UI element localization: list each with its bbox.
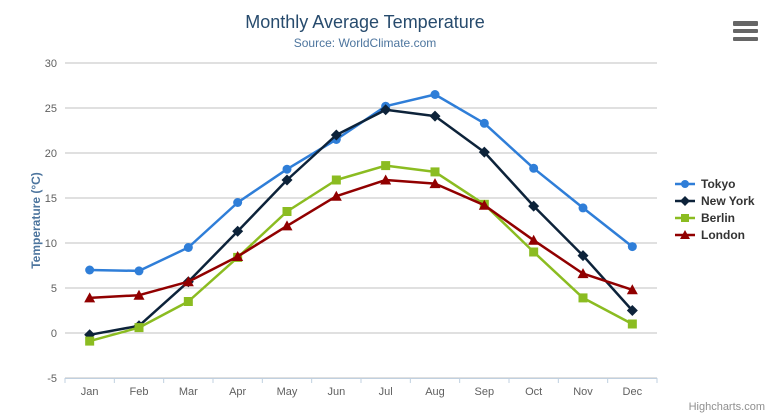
hamburger-bar [733,28,758,34]
legend-label: Berlin [701,210,736,225]
x-tick-label: Aug [425,386,445,398]
x-tick-label: Nov [573,386,593,398]
point-new-york-aug[interactable] [429,110,441,122]
series-line-berlin [88,164,634,343]
point-tokyo-mar[interactable] [183,243,193,252]
y-tick-label: 25 [45,103,57,115]
legend-item-berlin[interactable]: Berlin [674,209,755,226]
legend-label: Tokyo [701,176,736,191]
point-berlin-aug[interactable] [430,167,440,177]
point-london-jul[interactable] [380,174,392,185]
point-tokyo-aug[interactable] [430,90,440,99]
point-london-dec[interactable] [626,284,638,295]
point-new-york-dec[interactable] [626,305,638,316]
legend-symbol-berlin [675,213,695,222]
point-tokyo-jan[interactable] [85,265,95,275]
point-berlin-jun[interactable] [331,175,341,185]
y-tick-label: 30 [45,58,57,70]
x-tick-label: Feb [130,386,149,398]
legend: Tokyo New York Berlin London [674,175,755,243]
legend-label: New York [701,193,755,208]
legend-item-london[interactable]: London [674,226,755,243]
x-tick-label: Jul [379,386,393,398]
point-berlin-may[interactable] [282,207,292,216]
series-line-new-york [88,108,634,337]
point-london-may[interactable] [281,220,293,231]
hamburger-icon [733,21,758,41]
point-berlin-oct[interactable] [529,247,539,257]
legend-item-new-york[interactable]: New York [674,192,755,209]
point-london-jun[interactable] [330,190,342,201]
point-berlin-mar[interactable] [183,297,193,306]
point-new-york-sep[interactable] [478,146,490,158]
square-marker-icon [681,213,689,222]
legend-label: London [701,227,745,242]
series-line-tokyo [88,93,634,273]
x-tick-label: Mar [179,386,198,398]
point-berlin-jan[interactable] [85,336,95,346]
point-new-york-jun[interactable] [330,129,342,141]
circle-marker-icon [681,179,689,188]
point-tokyo-may[interactable] [282,164,292,174]
y-axis-title: Temperature (°C) [29,172,43,269]
point-london-mar[interactable] [182,276,194,287]
point-london-nov[interactable] [577,268,589,279]
point-berlin-jul[interactable] [381,161,391,171]
y-tick-label: 10 [45,238,57,250]
x-tick-label: Sep [475,386,495,398]
point-london-aug[interactable] [429,178,441,189]
chart-subtitle: Source: WorldClimate.com [293,36,437,50]
x-tick-label: Dec [623,386,643,398]
point-tokyo-sep[interactable] [479,118,489,128]
hamburger-bar [733,36,758,41]
point-tokyo-oct[interactable] [529,163,539,173]
chart-title: Monthly Average Temperature [245,12,485,32]
point-london-apr[interactable] [232,251,244,261]
point-new-york-jul[interactable] [380,104,392,116]
point-london-oct[interactable] [528,234,540,245]
diamond-marker-icon [680,195,690,206]
point-tokyo-apr[interactable] [233,198,243,207]
y-tick-label: 5 [51,283,57,295]
x-tick-label: May [277,386,298,398]
point-tokyo-dec[interactable] [627,242,637,252]
legend-symbol-london [675,229,695,239]
hamburger-bar [733,21,758,26]
y-tick-label: 20 [45,148,57,160]
legend-symbol-tokyo [675,179,695,188]
point-new-york-nov[interactable] [577,250,589,262]
y-tick-label: 0 [51,328,57,340]
point-london-sep[interactable] [478,199,490,210]
point-new-york-may[interactable] [281,174,293,186]
x-tick-label: Jan [81,386,99,398]
series-line-london [88,178,634,300]
point-tokyo-nov[interactable] [578,203,588,213]
point-berlin-nov[interactable] [578,293,588,303]
x-tick-label: Jun [327,386,345,398]
export-menu-button[interactable] [733,21,758,41]
x-tick-label: Apr [229,386,246,398]
point-berlin-feb[interactable] [134,323,144,333]
triangle-marker-icon [680,229,690,239]
y-tick-label: 15 [45,193,57,205]
point-london-jan[interactable] [84,292,96,303]
credits-link[interactable]: Highcharts.com [688,401,765,413]
point-tokyo-feb[interactable] [134,266,144,276]
y-tick-label: -5 [47,373,57,385]
legend-symbol-new-york [675,195,695,206]
point-new-york-oct[interactable] [528,200,540,212]
point-london-feb[interactable] [133,289,145,300]
point-new-york-apr[interactable] [232,225,244,237]
legend-item-tokyo[interactable]: Tokyo [674,175,755,192]
point-berlin-dec[interactable] [627,319,637,329]
x-tick-label: Oct [525,386,542,398]
